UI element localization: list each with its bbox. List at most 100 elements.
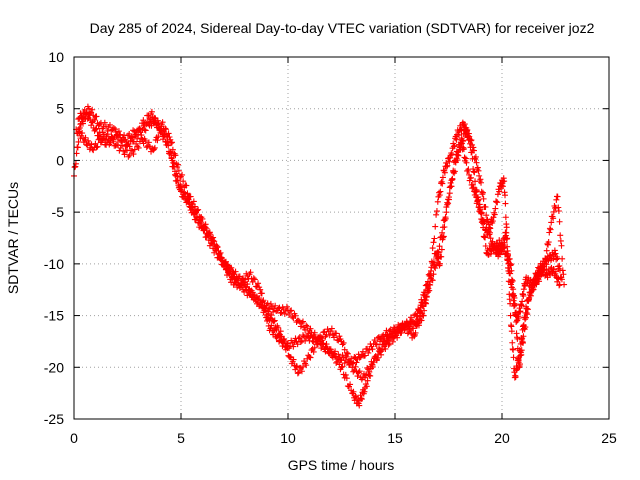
data-point-marker xyxy=(297,339,304,346)
data-point-marker xyxy=(328,325,335,332)
data-point-marker xyxy=(294,370,301,377)
data-point-marker xyxy=(511,302,518,309)
data-point-marker xyxy=(293,338,300,345)
data-point-marker xyxy=(506,255,513,262)
data-point-marker xyxy=(268,312,275,319)
data-point-marker xyxy=(390,324,397,331)
data-point-marker xyxy=(509,277,516,284)
data-point-marker xyxy=(465,133,472,140)
data-point-marker xyxy=(556,262,563,269)
data-point-marker xyxy=(487,229,494,236)
series-track-3 xyxy=(75,103,565,371)
data-point-marker xyxy=(217,249,224,256)
data-point-marker xyxy=(470,168,477,175)
data-point-marker xyxy=(436,243,443,250)
data-point-marker xyxy=(101,119,108,126)
data-point-marker xyxy=(71,164,78,171)
data-point-marker xyxy=(128,133,135,140)
data-point-marker xyxy=(277,333,284,340)
data-point-marker xyxy=(88,141,95,148)
data-point-marker xyxy=(255,296,262,303)
data-point-marker xyxy=(85,105,92,112)
data-point-marker xyxy=(555,208,562,215)
data-point-marker xyxy=(362,352,369,359)
data-point-marker xyxy=(167,149,174,156)
data-point-marker xyxy=(290,356,297,363)
plot-title: Day 285 of 2024, Sidereal Day-to-day VTE… xyxy=(90,20,595,36)
data-point-marker xyxy=(543,271,550,278)
data-point-marker xyxy=(218,254,225,261)
data-point-marker xyxy=(431,235,438,242)
data-point-marker xyxy=(371,337,378,344)
data-point-marker xyxy=(403,324,410,331)
data-point-marker xyxy=(109,136,116,143)
data-point-marker xyxy=(474,164,481,171)
data-point-marker xyxy=(520,292,527,299)
data-point-marker xyxy=(85,140,92,147)
data-point-marker xyxy=(225,269,232,276)
data-point-marker xyxy=(439,229,446,236)
data-point-marker xyxy=(350,388,357,395)
data-point-marker xyxy=(436,260,443,267)
data-point-marker xyxy=(192,216,199,223)
x-tick-label: 10 xyxy=(280,430,296,446)
data-point-marker xyxy=(528,286,535,293)
data-point-marker xyxy=(546,229,553,236)
data-point-marker xyxy=(430,262,437,269)
data-point-marker xyxy=(483,212,490,219)
data-point-marker xyxy=(348,355,355,362)
data-point-marker xyxy=(175,167,182,174)
data-point-marker xyxy=(195,206,202,213)
data-point-marker xyxy=(268,322,275,329)
data-point-marker xyxy=(289,313,296,320)
data-point-marker xyxy=(551,247,558,254)
data-point-marker xyxy=(367,372,374,379)
data-point-marker xyxy=(503,224,510,231)
data-point-marker xyxy=(290,343,297,350)
data-point-marker xyxy=(242,276,249,283)
data-point-marker xyxy=(79,120,86,127)
data-point-marker xyxy=(221,259,228,266)
data-point-marker xyxy=(244,281,251,288)
data-point-marker xyxy=(417,302,424,309)
data-point-marker xyxy=(472,153,479,160)
data-point-marker xyxy=(155,122,162,129)
data-point-marker xyxy=(385,341,392,348)
data-point-marker xyxy=(476,208,483,215)
data-point-marker xyxy=(190,198,197,205)
data-point-marker xyxy=(76,129,83,136)
data-point-marker xyxy=(465,166,472,173)
data-point-marker xyxy=(482,204,489,211)
data-point-marker xyxy=(323,344,330,351)
data-point-marker xyxy=(512,311,519,318)
data-point-marker xyxy=(554,255,561,262)
data-point-marker xyxy=(303,322,310,329)
data-point-marker xyxy=(152,115,159,122)
data-point-marker xyxy=(502,214,509,221)
data-point-marker xyxy=(145,139,152,146)
data-point-marker xyxy=(444,201,451,208)
data-point-marker xyxy=(498,239,505,246)
data-point-marker xyxy=(423,282,430,289)
data-point-marker xyxy=(471,169,478,176)
data-point-marker xyxy=(79,115,86,122)
data-point-marker xyxy=(244,292,251,299)
x-tick-label: 20 xyxy=(494,430,510,446)
data-point-marker xyxy=(183,182,190,189)
data-point-marker xyxy=(349,360,356,367)
data-point-marker xyxy=(536,269,543,276)
x-tick-label: 15 xyxy=(387,430,403,446)
data-point-marker xyxy=(451,142,458,149)
data-point-marker xyxy=(179,171,186,178)
data-point-marker xyxy=(148,108,155,115)
data-point-marker xyxy=(556,218,563,225)
data-point-marker xyxy=(79,130,86,137)
data-point-marker xyxy=(82,134,89,141)
data-point-marker xyxy=(216,250,223,257)
data-point-marker xyxy=(121,151,128,158)
data-point-marker xyxy=(440,234,447,241)
data-point-marker xyxy=(151,144,158,151)
data-point-marker xyxy=(424,281,431,288)
data-point-marker xyxy=(264,300,271,307)
data-point-marker xyxy=(335,351,342,358)
